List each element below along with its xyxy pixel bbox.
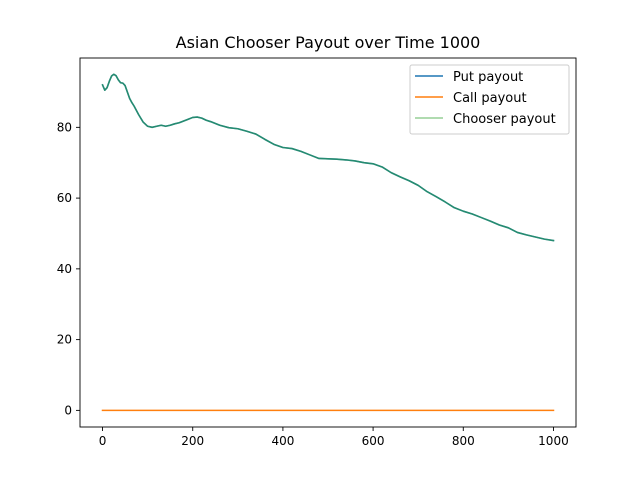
- axes: 0 200 400 600 800 1000 0 20 40 60 80: [57, 57, 577, 448]
- x-tick-label: 800: [452, 434, 475, 448]
- legend-box: [409, 64, 570, 135]
- y-tick-label: 80: [57, 120, 72, 134]
- y-tick-label: 20: [57, 333, 72, 347]
- chart-title: Asian Chooser Payout over Time 1000: [176, 33, 481, 52]
- y-tick-label: 40: [57, 262, 72, 276]
- x-tick-label: 0: [99, 434, 107, 448]
- y-tick-label: 60: [57, 191, 72, 205]
- y-tick-label: 0: [64, 403, 72, 417]
- legend-label: Call payout: [453, 91, 527, 106]
- legend-label: Put payout: [453, 70, 523, 85]
- legend-label: Chooser payout: [453, 112, 556, 127]
- x-tick-label: 400: [271, 434, 294, 448]
- x-tick-label: 200: [181, 434, 204, 448]
- x-tick-label: 600: [362, 434, 385, 448]
- x-tick-label: 1000: [538, 434, 569, 448]
- series-line-2: [101, 73, 555, 242]
- plot-area: [101, 73, 555, 412]
- legend: Put payout Call payout Chooser payout: [409, 64, 570, 135]
- axes-frame: [79, 57, 577, 428]
